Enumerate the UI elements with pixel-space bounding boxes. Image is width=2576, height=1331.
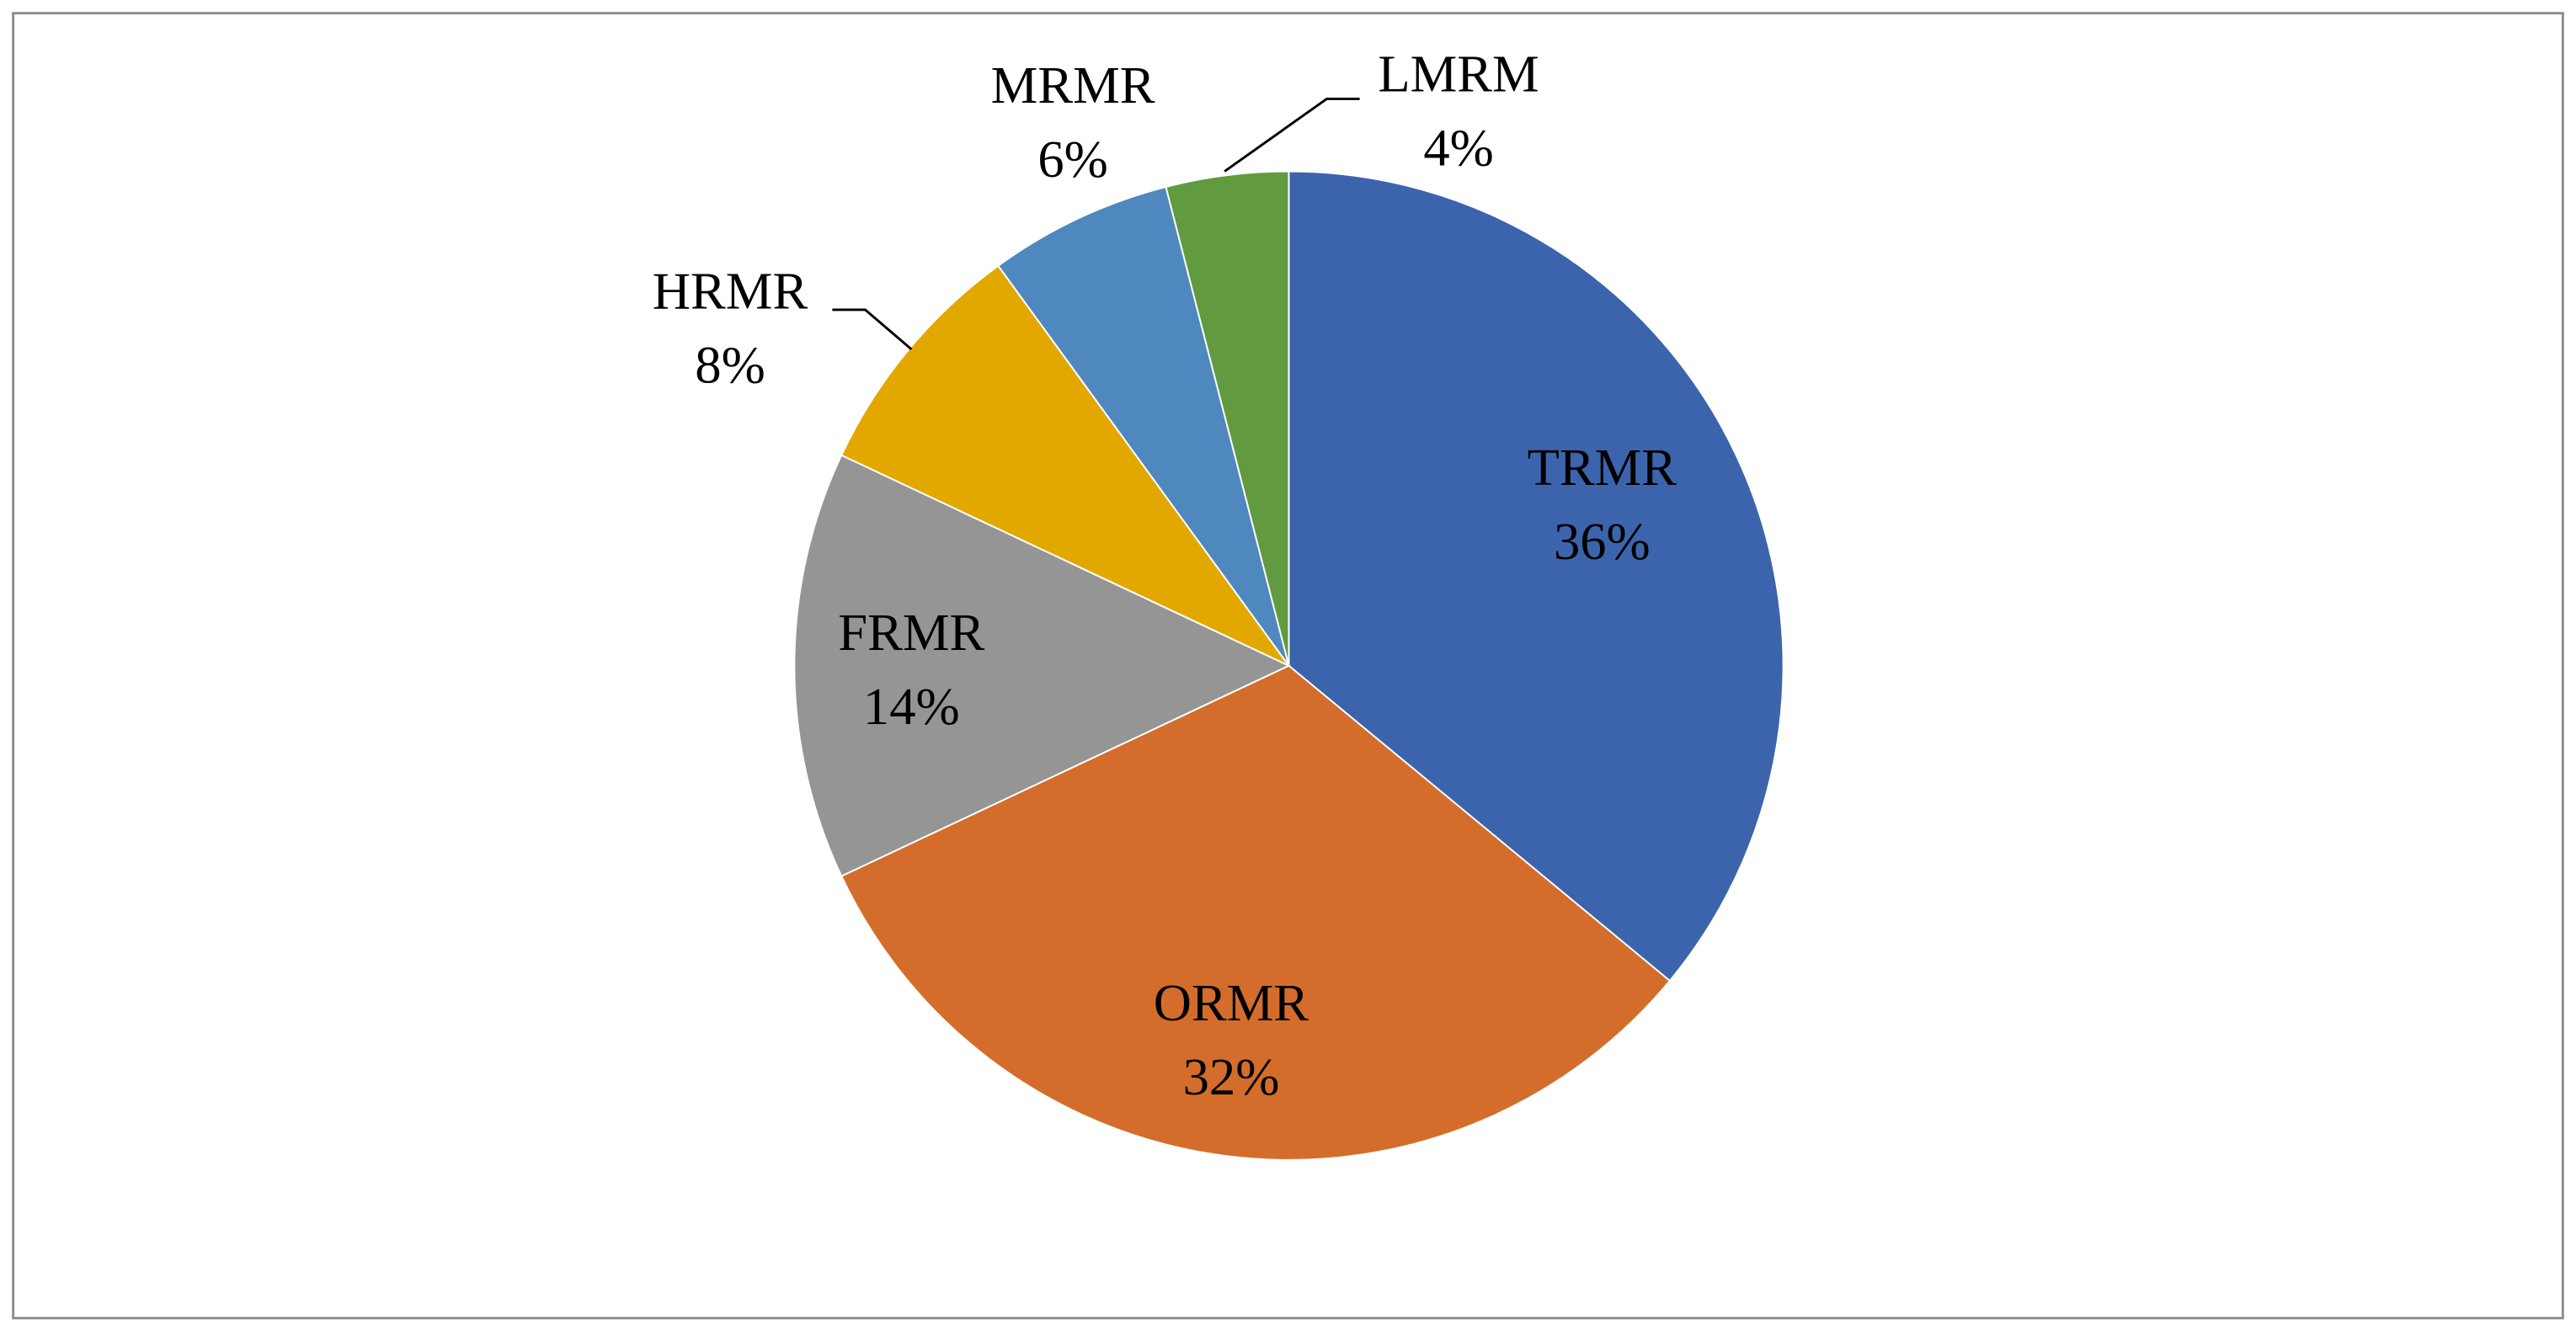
slice-label: MRMR bbox=[991, 56, 1155, 114]
pie-slice bbox=[1288, 170, 1784, 982]
slice-value-label: 8% bbox=[695, 336, 765, 395]
slice-label: HRMR bbox=[653, 262, 808, 321]
slice-label: LMRM bbox=[1378, 44, 1539, 103]
pie-slice bbox=[1165, 170, 1290, 666]
slice-value-label: 4% bbox=[1423, 118, 1493, 177]
slice-label: FRMR bbox=[838, 603, 984, 662]
slice-value-label: 6% bbox=[1037, 130, 1107, 189]
slice-value-label: 36% bbox=[1554, 512, 1651, 571]
pie-slice bbox=[840, 664, 1672, 1161]
pie-slice bbox=[793, 454, 1291, 877]
slice-value-label: 32% bbox=[1183, 1047, 1280, 1106]
slice-value-label: 14% bbox=[863, 677, 960, 736]
pie-slice bbox=[840, 264, 1290, 667]
slice-label: TRMR bbox=[1528, 438, 1677, 497]
slice-label: ORMR bbox=[1154, 973, 1309, 1032]
pie-slice bbox=[996, 185, 1290, 667]
leader-line bbox=[832, 308, 913, 351]
leader-line bbox=[1224, 97, 1360, 173]
